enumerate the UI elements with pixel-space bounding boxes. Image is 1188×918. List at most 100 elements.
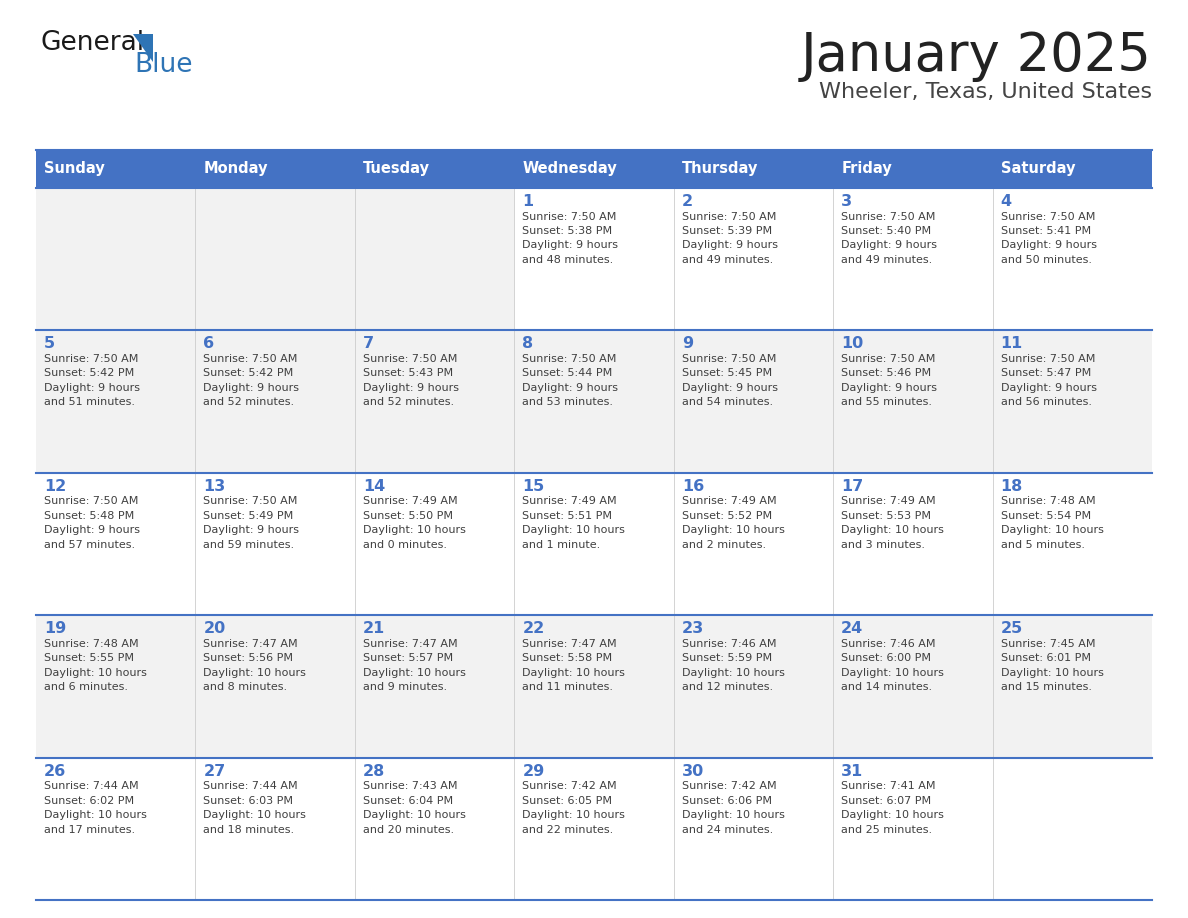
Text: Daylight: 9 hours: Daylight: 9 hours [1000, 241, 1097, 251]
Text: 23: 23 [682, 621, 704, 636]
Text: and 1 minute.: and 1 minute. [523, 540, 601, 550]
Text: Sunrise: 7:42 AM: Sunrise: 7:42 AM [523, 781, 617, 791]
Text: Sunrise: 7:50 AM: Sunrise: 7:50 AM [44, 497, 138, 507]
Text: 22: 22 [523, 621, 544, 636]
Text: Tuesday: Tuesday [362, 162, 430, 176]
Text: Daylight: 10 hours: Daylight: 10 hours [1000, 525, 1104, 535]
Text: and 18 minutes.: and 18 minutes. [203, 824, 295, 834]
Bar [674, 473, 833, 615]
Text: Daylight: 10 hours: Daylight: 10 hours [44, 810, 147, 820]
Polygon shape [133, 34, 153, 62]
Text: Sunrise: 7:49 AM: Sunrise: 7:49 AM [362, 497, 457, 507]
Text: Sunrise: 7:50 AM: Sunrise: 7:50 AM [841, 211, 935, 221]
Text: 4: 4 [1000, 194, 1012, 209]
Text: General: General [42, 30, 145, 56]
Text: 26: 26 [44, 764, 67, 778]
Text: Sunset: 5:42 PM: Sunset: 5:42 PM [203, 368, 293, 378]
Text: Sunset: 6:05 PM: Sunset: 6:05 PM [523, 796, 612, 806]
Text: Sunrise: 7:43 AM: Sunrise: 7:43 AM [362, 781, 457, 791]
Text: and 55 minutes.: and 55 minutes. [841, 397, 933, 408]
Text: 10: 10 [841, 336, 864, 352]
Text: Wednesday: Wednesday [523, 162, 617, 176]
Text: Sunrise: 7:41 AM: Sunrise: 7:41 AM [841, 781, 936, 791]
Text: 21: 21 [362, 621, 385, 636]
Text: Sunset: 5:50 PM: Sunset: 5:50 PM [362, 510, 453, 521]
Bar [674, 757, 833, 900]
Bar [992, 330, 1152, 473]
Bar [36, 757, 196, 900]
Text: Daylight: 9 hours: Daylight: 9 hours [44, 383, 140, 393]
Text: Sunset: 6:07 PM: Sunset: 6:07 PM [841, 796, 931, 806]
Text: Sunset: 5:54 PM: Sunset: 5:54 PM [1000, 510, 1091, 521]
Bar [992, 615, 1152, 757]
Text: and 20 minutes.: and 20 minutes. [362, 824, 454, 834]
Text: Sunset: 5:48 PM: Sunset: 5:48 PM [44, 510, 134, 521]
Text: Sunday: Sunday [44, 162, 105, 176]
Bar [992, 757, 1152, 900]
Text: Sunrise: 7:48 AM: Sunrise: 7:48 AM [44, 639, 139, 649]
Bar [36, 330, 196, 473]
Text: Daylight: 10 hours: Daylight: 10 hours [682, 810, 784, 820]
Bar [833, 757, 992, 900]
Text: Daylight: 10 hours: Daylight: 10 hours [203, 667, 307, 677]
Text: Sunset: 5:45 PM: Sunset: 5:45 PM [682, 368, 772, 378]
Text: Sunrise: 7:50 AM: Sunrise: 7:50 AM [682, 211, 776, 221]
Bar [833, 330, 992, 473]
Bar [355, 330, 514, 473]
Text: 27: 27 [203, 764, 226, 778]
Text: Sunrise: 7:50 AM: Sunrise: 7:50 AM [682, 354, 776, 364]
Text: Daylight: 9 hours: Daylight: 9 hours [362, 383, 459, 393]
Text: Daylight: 10 hours: Daylight: 10 hours [203, 810, 307, 820]
Bar [196, 615, 355, 757]
Bar [355, 188, 514, 330]
Text: Monday: Monday [203, 162, 268, 176]
Bar [196, 473, 355, 615]
Bar [355, 757, 514, 900]
Text: and 49 minutes.: and 49 minutes. [841, 255, 933, 265]
Bar [674, 330, 833, 473]
Text: 19: 19 [44, 621, 67, 636]
Text: Saturday: Saturday [1000, 162, 1075, 176]
Text: and 5 minutes.: and 5 minutes. [1000, 540, 1085, 550]
Bar [992, 188, 1152, 330]
Text: 29: 29 [523, 764, 544, 778]
Text: Wheeler, Texas, United States: Wheeler, Texas, United States [819, 82, 1152, 102]
Text: and 25 minutes.: and 25 minutes. [841, 824, 933, 834]
Text: Daylight: 9 hours: Daylight: 9 hours [841, 241, 937, 251]
Text: Sunrise: 7:47 AM: Sunrise: 7:47 AM [203, 639, 298, 649]
Bar [514, 615, 674, 757]
Text: Sunrise: 7:49 AM: Sunrise: 7:49 AM [841, 497, 936, 507]
Text: and 15 minutes.: and 15 minutes. [1000, 682, 1092, 692]
Text: Daylight: 10 hours: Daylight: 10 hours [523, 525, 625, 535]
Text: Sunset: 5:53 PM: Sunset: 5:53 PM [841, 510, 931, 521]
Text: 14: 14 [362, 479, 385, 494]
Text: Sunrise: 7:50 AM: Sunrise: 7:50 AM [523, 211, 617, 221]
Text: Daylight: 10 hours: Daylight: 10 hours [362, 667, 466, 677]
Text: Sunset: 5:57 PM: Sunset: 5:57 PM [362, 654, 453, 663]
Text: and 8 minutes.: and 8 minutes. [203, 682, 287, 692]
Text: Daylight: 10 hours: Daylight: 10 hours [362, 810, 466, 820]
Text: and 50 minutes.: and 50 minutes. [1000, 255, 1092, 265]
Bar [355, 473, 514, 615]
Text: Daylight: 9 hours: Daylight: 9 hours [523, 383, 618, 393]
Text: Sunset: 5:38 PM: Sunset: 5:38 PM [523, 226, 612, 236]
Bar [514, 188, 674, 330]
Text: 2: 2 [682, 194, 693, 209]
Text: Sunset: 6:06 PM: Sunset: 6:06 PM [682, 796, 772, 806]
Text: Sunset: 6:02 PM: Sunset: 6:02 PM [44, 796, 134, 806]
Text: 20: 20 [203, 621, 226, 636]
Text: Daylight: 10 hours: Daylight: 10 hours [841, 525, 944, 535]
Text: and 0 minutes.: and 0 minutes. [362, 540, 447, 550]
Text: Daylight: 9 hours: Daylight: 9 hours [203, 383, 299, 393]
Text: 13: 13 [203, 479, 226, 494]
Text: Sunrise: 7:50 AM: Sunrise: 7:50 AM [1000, 211, 1095, 221]
Bar [196, 330, 355, 473]
Text: Sunrise: 7:46 AM: Sunrise: 7:46 AM [841, 639, 936, 649]
Text: 6: 6 [203, 336, 215, 352]
Bar [36, 473, 196, 615]
Text: Daylight: 9 hours: Daylight: 9 hours [682, 241, 778, 251]
Text: 30: 30 [682, 764, 704, 778]
Text: 28: 28 [362, 764, 385, 778]
Text: Sunrise: 7:50 AM: Sunrise: 7:50 AM [203, 497, 298, 507]
Text: Thursday: Thursday [682, 162, 758, 176]
